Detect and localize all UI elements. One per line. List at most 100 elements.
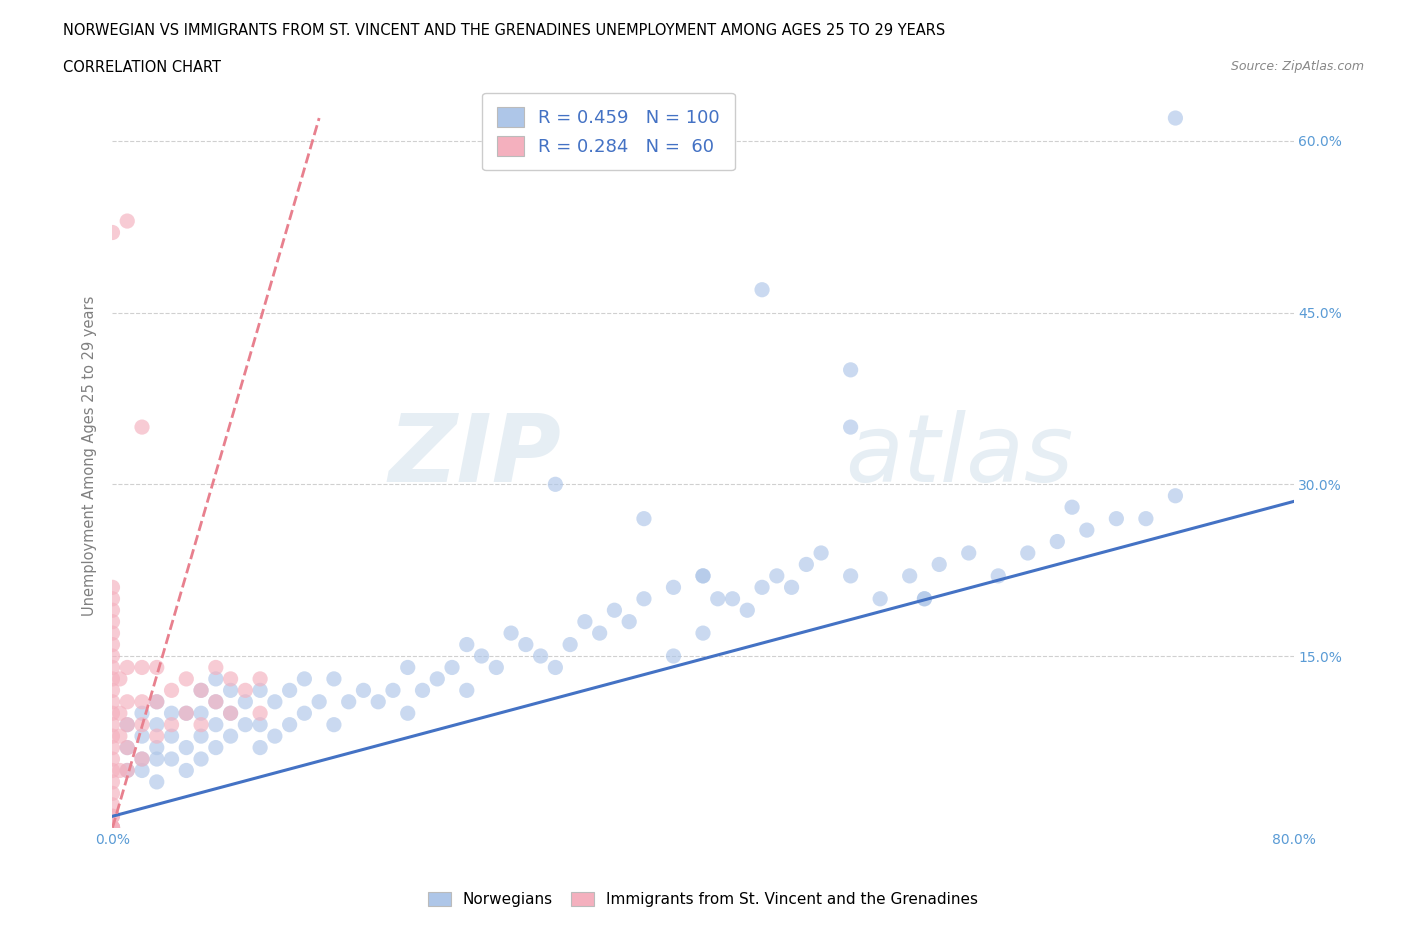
Point — [233, 683, 256, 698]
Point — [751, 580, 773, 595]
Point — [101, 648, 124, 663]
Point — [456, 637, 478, 652]
Point — [190, 751, 212, 766]
Text: atlas: atlas — [845, 410, 1073, 501]
Point — [367, 695, 389, 710]
Point — [219, 706, 242, 721]
Point — [131, 706, 153, 721]
Point — [117, 740, 138, 755]
Point — [108, 671, 131, 686]
Point — [101, 740, 124, 755]
Point — [190, 683, 212, 698]
Point — [456, 683, 478, 698]
Point — [160, 683, 183, 698]
Point — [574, 614, 596, 629]
Point — [249, 706, 271, 721]
Point — [205, 717, 228, 732]
Point — [308, 695, 330, 710]
Point — [101, 580, 124, 595]
Text: CORRELATION CHART: CORRELATION CHART — [63, 60, 221, 75]
Point — [737, 603, 759, 618]
Point — [101, 225, 124, 240]
Point — [101, 660, 124, 675]
Point — [1076, 523, 1098, 538]
Point — [101, 820, 124, 835]
Point — [633, 591, 655, 606]
Point — [131, 763, 153, 777]
Point — [337, 695, 360, 710]
Point — [396, 706, 419, 721]
Point — [796, 557, 818, 572]
Point — [174, 706, 197, 721]
Point — [117, 660, 138, 675]
Text: ZIP: ZIP — [388, 410, 561, 501]
Legend: R = 0.459   N = 100, R = 0.284   N =  60: R = 0.459 N = 100, R = 0.284 N = 60 — [482, 93, 734, 170]
Point — [174, 706, 197, 721]
Point — [174, 671, 197, 686]
Point — [101, 683, 124, 698]
Point — [101, 820, 124, 835]
Point — [780, 580, 803, 595]
Point — [249, 671, 271, 686]
Point — [117, 695, 138, 710]
Point — [101, 809, 124, 824]
Point — [205, 671, 228, 686]
Point — [278, 683, 301, 698]
Point — [146, 695, 169, 710]
Point — [101, 820, 124, 835]
Point — [619, 614, 641, 629]
Text: NORWEGIAN VS IMMIGRANTS FROM ST. VINCENT AND THE GRENADINES UNEMPLOYMENT AMONG A: NORWEGIAN VS IMMIGRANTS FROM ST. VINCENT… — [63, 23, 945, 38]
Point — [278, 717, 301, 732]
Point — [914, 591, 936, 606]
Y-axis label: Unemployment Among Ages 25 to 29 years: Unemployment Among Ages 25 to 29 years — [82, 296, 97, 616]
Point — [411, 683, 433, 698]
Point — [292, 671, 315, 686]
Point — [249, 740, 271, 755]
Point — [131, 729, 153, 744]
Point — [131, 660, 153, 675]
Point — [160, 717, 183, 732]
Point — [101, 786, 124, 801]
Point — [766, 568, 789, 583]
Point — [323, 717, 346, 732]
Point — [146, 660, 169, 675]
Point — [190, 717, 212, 732]
Point — [721, 591, 744, 606]
Point — [190, 683, 212, 698]
Point — [160, 751, 183, 766]
Point — [869, 591, 891, 606]
Point — [101, 775, 124, 790]
Point — [441, 660, 464, 675]
Point — [1164, 111, 1187, 126]
Point — [219, 671, 242, 686]
Point — [706, 591, 728, 606]
Point — [146, 751, 169, 766]
Point — [219, 729, 242, 744]
Point — [323, 671, 346, 686]
Point — [692, 568, 714, 583]
Point — [470, 648, 494, 663]
Point — [101, 763, 124, 777]
Point — [146, 717, 169, 732]
Point — [190, 706, 212, 721]
Point — [957, 546, 980, 561]
Point — [101, 809, 124, 824]
Point — [558, 637, 582, 652]
Point — [485, 660, 508, 675]
Point — [544, 660, 567, 675]
Point — [249, 683, 271, 698]
Point — [751, 283, 773, 298]
Point — [692, 626, 714, 641]
Point — [219, 683, 242, 698]
Point — [101, 797, 124, 812]
Point — [692, 568, 714, 583]
Point — [117, 740, 138, 755]
Point — [131, 751, 153, 766]
Point — [633, 512, 655, 526]
Point — [117, 763, 138, 777]
Point — [190, 729, 212, 744]
Point — [101, 614, 124, 629]
Point — [117, 717, 138, 732]
Point — [292, 706, 315, 721]
Point — [146, 740, 169, 755]
